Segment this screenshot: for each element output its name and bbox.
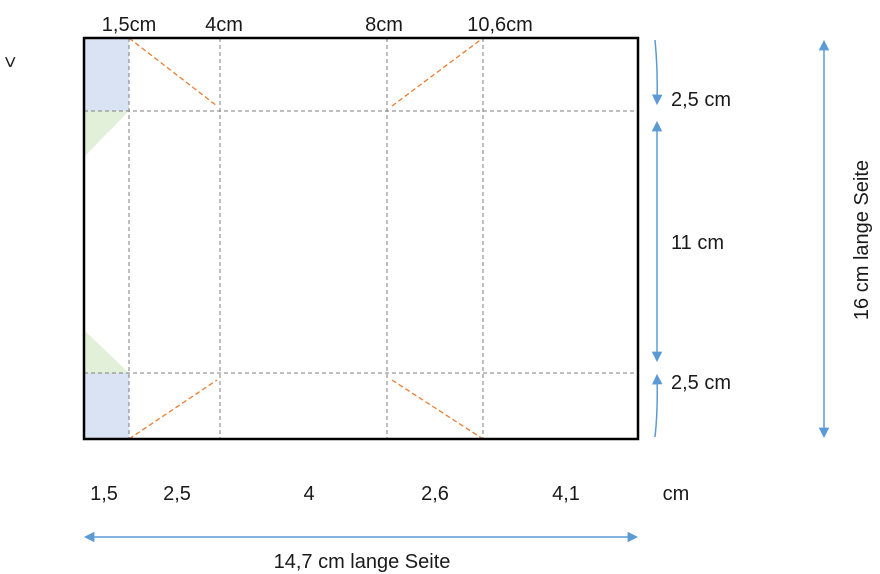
green-flap-bottom <box>84 330 129 373</box>
blue-flap-top <box>84 38 129 111</box>
height-label-bottom: 2,5 cm <box>671 372 731 394</box>
diagonal-folds <box>128 37 484 440</box>
height-label-top: 2,5 cm <box>671 89 731 111</box>
bottom-width-label: 4,1 <box>552 483 580 505</box>
height-label-middle: 11 cm <box>671 232 724 254</box>
bottom-width-label: 4 <box>303 483 314 505</box>
diagonal-top-right <box>391 37 484 107</box>
top-position-label: 8cm <box>365 14 403 36</box>
long-side-label: 16 cm lange Seite <box>851 160 873 320</box>
dimension-arrows <box>83 39 830 543</box>
width-side-label: 14,7 cm lange Seite <box>274 551 451 573</box>
bottom-unit-label: cm <box>663 483 690 505</box>
arrow-top-2-5 <box>652 39 663 106</box>
arrow-bottom-2-5 <box>651 373 663 438</box>
corner-mark: < <box>0 56 22 68</box>
diagonal-bottom-right <box>391 379 484 440</box>
bottom-width-label: 1,5 <box>90 483 118 505</box>
bottom-width-label: 2,5 <box>163 483 191 505</box>
green-flap-top <box>84 111 129 157</box>
outline-rectangle <box>82 36 640 441</box>
top-position-label: 1,5cm <box>102 14 156 36</box>
diagonal-top-left <box>128 37 218 107</box>
blue-flap-bottom <box>84 373 129 439</box>
bottom-width-label: 2,6 <box>421 483 449 505</box>
fold-lines <box>84 38 638 439</box>
top-position-label: 4cm <box>205 14 243 36</box>
diagonal-bottom-left <box>128 379 218 440</box>
top-position-label: 10,6cm <box>467 14 533 36</box>
